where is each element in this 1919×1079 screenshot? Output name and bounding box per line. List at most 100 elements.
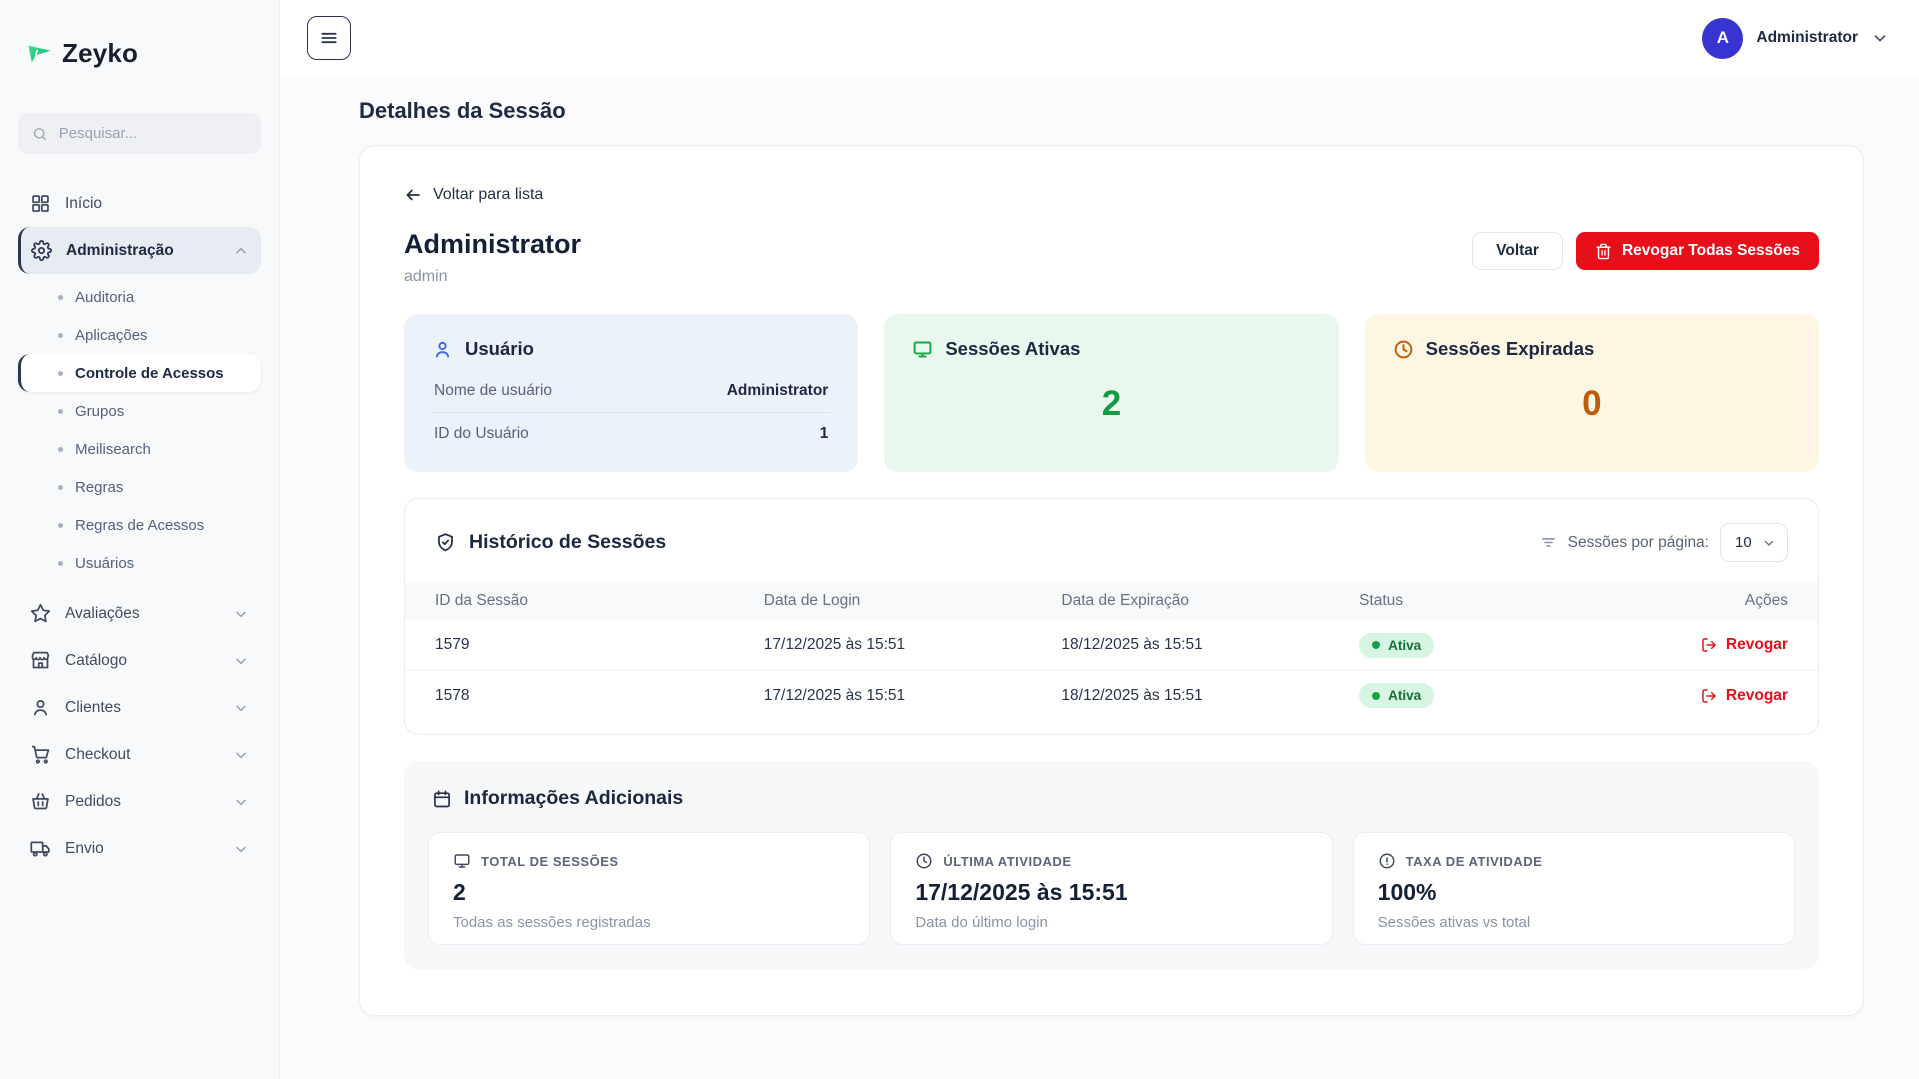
- back-to-list-link[interactable]: Voltar para lista: [404, 186, 543, 204]
- search-box[interactable]: [18, 113, 261, 154]
- session-history-section: Histórico de Sessões Sessões por página:…: [404, 498, 1819, 735]
- expired-card-title: Sessões Expiradas: [1425, 338, 1595, 359]
- info-value: 100%: [1377, 879, 1437, 905]
- sidebar-item-inicio[interactable]: Início: [18, 180, 261, 227]
- col-status: Status: [1359, 592, 1404, 609]
- sidebar-item-meilisearch[interactable]: Meilisearch: [18, 430, 261, 468]
- history-title-row: Histórico de Sessões: [435, 531, 666, 554]
- alert-circle-icon: [1379, 853, 1395, 869]
- info-value: 17/12/2025 às 15:51: [915, 879, 1128, 905]
- page-content: Detalhes da Sessão Voltar para lista Adm…: [280, 76, 1919, 1016]
- chevron-down-icon: [236, 752, 246, 758]
- sub-item-label: Grupos: [75, 402, 125, 420]
- detail-header: Administrator admin Voltar Revogar Todas…: [404, 229, 1819, 286]
- login-date: 17/12/2025 às 15:51: [763, 686, 906, 704]
- sidebar-item-regras[interactable]: Regras: [18, 468, 261, 506]
- admin-submenu: Auditoria Aplicações Controle de Acessos…: [18, 274, 261, 590]
- info-value: 2: [453, 879, 466, 905]
- per-page-select[interactable]: 10: [1720, 523, 1788, 562]
- sidebar-item-label: Catálogo: [65, 651, 128, 669]
- sidebar-item-administracao[interactable]: Administração: [18, 227, 261, 274]
- sidebar-item-label: Checkout: [65, 745, 131, 763]
- sub-item-label: Meilisearch: [75, 440, 151, 458]
- user-card-title: Usuário: [465, 338, 534, 359]
- sidebar-item-label: Pedidos: [65, 792, 122, 810]
- chevron-down-icon: [236, 846, 246, 852]
- revoke-session-button[interactable]: Revogar: [1701, 636, 1788, 654]
- bullet-icon: [58, 370, 63, 376]
- sidebar-item-pedidos[interactable]: Pedidos: [18, 778, 261, 825]
- kv-label: Nome de usuário: [434, 382, 553, 399]
- last-activity-card: ÚLTIMA ATIVIDADE 17/12/2025 às 15:51 Dat…: [890, 832, 1333, 945]
- revoke-all-button[interactable]: Revogar Todas Sessões: [1575, 232, 1819, 270]
- sidebar-item-catalogo[interactable]: Catálogo: [18, 637, 261, 684]
- sidebar-item-usuarios[interactable]: Usuários: [18, 544, 261, 582]
- person-icon: [435, 341, 450, 357]
- col-expire-date: Data de Expiração: [1061, 592, 1189, 609]
- info-label: ÚLTIMA ATIVIDADE: [943, 853, 1072, 869]
- status-badge: Ativa: [1359, 683, 1435, 708]
- gear-icon: [31, 240, 52, 261]
- clock-icon: [916, 853, 932, 869]
- status-dot-icon: [1372, 641, 1381, 649]
- kv-label: ID do Usuário: [434, 425, 529, 442]
- sidebar-item-checkout[interactable]: Checkout: [18, 731, 261, 778]
- table-header: ID da Sessão Data de Login Data de Expir…: [405, 582, 1818, 620]
- sidebar-item-envio[interactable]: Envio: [18, 825, 261, 872]
- revoke-session-button[interactable]: Revogar: [1701, 687, 1788, 705]
- person-icon: [33, 699, 48, 716]
- logout-icon: [1702, 688, 1716, 703]
- sidebar-item-clientes[interactable]: Clientes: [18, 684, 261, 731]
- total-sessions-card: TOTAL DE SESSÕES 2 Todas as sessões regi…: [428, 832, 871, 945]
- sidebar-item-label: Início: [65, 194, 103, 212]
- info-cards-row: TOTAL DE SESSÕES 2 Todas as sessões regi…: [428, 832, 1795, 945]
- search-input[interactable]: [58, 125, 247, 142]
- sidebar-item-label: Clientes: [65, 698, 121, 716]
- expire-date: 18/12/2025 às 15:51: [1061, 636, 1203, 653]
- additional-info-section: Informações Adicionais TOTAL DE SESSÕES …: [404, 761, 1819, 969]
- sub-item-label: Controle de Acessos: [75, 364, 224, 382]
- col-actions: Ações: [1744, 592, 1788, 609]
- voltar-button[interactable]: Voltar: [1472, 232, 1563, 270]
- user-menu[interactable]: A Administrator: [1702, 17, 1889, 59]
- info-sub: Data do último login: [915, 914, 1048, 931]
- login-date: 17/12/2025 às 15:51: [763, 636, 906, 653]
- trash-icon: [1596, 243, 1611, 259]
- sidebar-item-aplicacoes[interactable]: Aplicações: [18, 316, 261, 354]
- menu-toggle-button[interactable]: [307, 16, 351, 60]
- table-row: 1579 17/12/2025 às 15:51 18/12/2025 às 1…: [405, 620, 1818, 670]
- sidebar-item-controle-de-acessos[interactable]: Controle de Acessos: [18, 354, 261, 392]
- session-id: 1578: [435, 686, 470, 704]
- col-login-date: Data de Login: [763, 592, 861, 609]
- detail-user-title: Administrator: [404, 229, 582, 259]
- cart-icon: [31, 745, 50, 764]
- chevron-up-icon: [236, 247, 246, 253]
- sidebar-item-label: Administração: [66, 241, 174, 259]
- monitor-icon: [454, 854, 470, 868]
- page-title: Detalhes da Sessão: [359, 98, 566, 123]
- kv-value: 1: [819, 425, 829, 442]
- sidebar-item-regras-de-acessos[interactable]: Regras de Acessos: [18, 506, 261, 544]
- info-label: TAXA DE ATIVIDADE: [1405, 853, 1543, 869]
- activity-rate-card: TAXA DE ATIVIDADE 100% Sessões ativas vs…: [1352, 832, 1795, 945]
- avatar: A: [1702, 17, 1744, 59]
- brand-logo[interactable]: Zeyko: [26, 38, 257, 69]
- chevron-down-icon: [236, 705, 246, 711]
- revoke-label: Revogar: [1725, 686, 1788, 704]
- sidebar-item-avaliacoes[interactable]: Avaliações: [18, 590, 261, 637]
- sidebar-item-grupos[interactable]: Grupos: [18, 392, 261, 430]
- per-page-label: Sessões por página:: [1567, 533, 1709, 551]
- user-id-row: ID do Usuário 1: [432, 413, 830, 455]
- active-card-title: Sessões Ativas: [945, 338, 1081, 359]
- zeyko-logo-icon: [28, 45, 51, 63]
- per-page-control: Sessões por página: 10: [1540, 523, 1788, 562]
- hamburger-icon: [321, 32, 337, 44]
- revoke-label: Revogar: [1725, 636, 1788, 653]
- bullet-icon: [58, 446, 63, 452]
- sub-item-label: Aplicações: [75, 326, 148, 344]
- table-row: 1578 17/12/2025 às 15:51 18/12/2025 às 1…: [405, 670, 1818, 720]
- expired-sessions-card: Sessões Expiradas 0: [1364, 314, 1819, 472]
- sidebar-item-auditoria[interactable]: Auditoria: [18, 278, 261, 316]
- info-label: TOTAL DE SESSÕES: [481, 853, 619, 869]
